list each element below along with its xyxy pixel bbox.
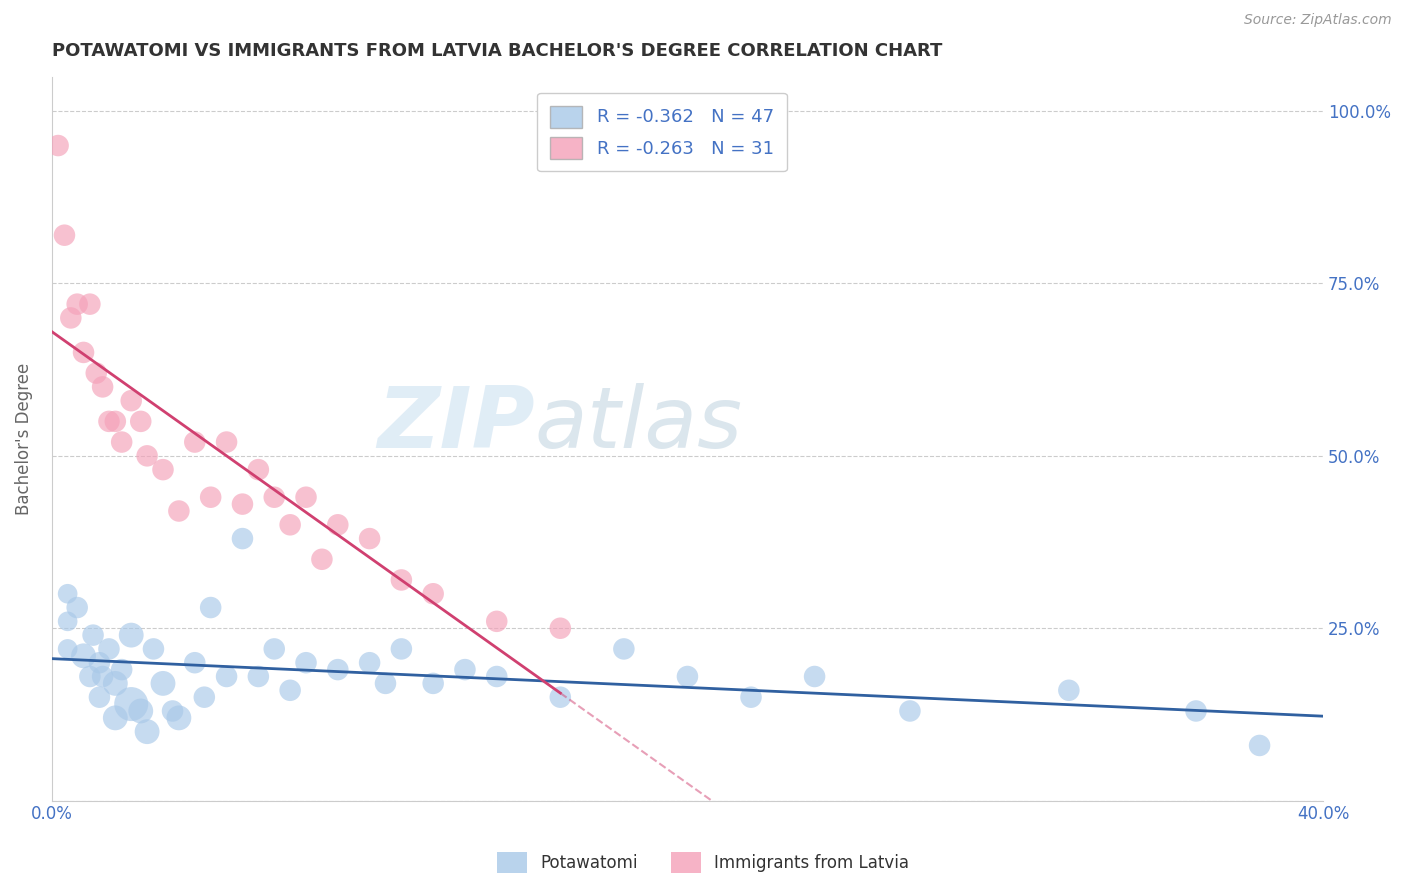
Point	[56, 641, 79, 656]
Text: atlas: atlas	[534, 383, 742, 466]
Point	[200, 600, 222, 615]
Point	[215, 669, 238, 683]
Point	[247, 462, 270, 476]
Point	[389, 573, 412, 587]
Legend: R = -0.362   N = 47, R = -0.263   N = 31: R = -0.362 N = 47, R = -0.263 N = 31	[537, 93, 787, 171]
Point	[167, 504, 190, 518]
Point	[142, 641, 165, 656]
Point	[359, 532, 381, 546]
Point	[311, 552, 333, 566]
Point	[104, 414, 127, 428]
Point	[120, 628, 142, 642]
Point	[84, 366, 107, 380]
Point	[613, 641, 636, 656]
Point	[1057, 683, 1080, 698]
Point	[295, 656, 318, 670]
Point	[485, 615, 508, 629]
Point	[72, 648, 94, 663]
Text: Source: ZipAtlas.com: Source: ZipAtlas.com	[1244, 13, 1392, 28]
Point	[215, 435, 238, 450]
Point	[152, 676, 174, 690]
Point	[136, 449, 159, 463]
Point	[162, 704, 184, 718]
Point	[104, 676, 127, 690]
Point	[59, 310, 82, 325]
Point	[278, 683, 301, 698]
Point	[136, 724, 159, 739]
Point	[66, 297, 89, 311]
Point	[72, 345, 94, 359]
Point	[200, 490, 222, 504]
Point	[120, 697, 142, 711]
Point	[326, 663, 349, 677]
Point	[46, 138, 69, 153]
Point	[263, 490, 285, 504]
Point	[56, 587, 79, 601]
Point	[898, 704, 921, 718]
Point	[263, 641, 285, 656]
Point	[53, 228, 76, 243]
Text: ZIP: ZIP	[377, 383, 534, 466]
Point	[422, 676, 444, 690]
Point	[129, 704, 152, 718]
Point	[56, 615, 79, 629]
Text: POTAWATOMI VS IMMIGRANTS FROM LATVIA BACHELOR'S DEGREE CORRELATION CHART: POTAWATOMI VS IMMIGRANTS FROM LATVIA BAC…	[52, 42, 942, 60]
Point	[89, 690, 111, 705]
Point	[184, 435, 207, 450]
Point	[359, 656, 381, 670]
Point	[231, 497, 253, 511]
Point	[184, 656, 207, 670]
Point	[1185, 704, 1208, 718]
Point	[295, 490, 318, 504]
Point	[91, 380, 114, 394]
Point	[82, 628, 104, 642]
Point	[120, 393, 142, 408]
Point	[167, 711, 190, 725]
Point	[104, 711, 127, 725]
Point	[91, 669, 114, 683]
Point	[422, 587, 444, 601]
Point	[231, 532, 253, 546]
Point	[454, 663, 477, 677]
Point	[676, 669, 699, 683]
Point	[326, 517, 349, 532]
Point	[79, 669, 101, 683]
Point	[111, 435, 134, 450]
Point	[97, 641, 120, 656]
Point	[89, 656, 111, 670]
Point	[66, 600, 89, 615]
Point	[389, 641, 412, 656]
Point	[374, 676, 396, 690]
Point	[740, 690, 762, 705]
Point	[111, 663, 134, 677]
Point	[278, 517, 301, 532]
Point	[485, 669, 508, 683]
Point	[152, 462, 174, 476]
Point	[129, 414, 152, 428]
Point	[550, 621, 572, 635]
Point	[1249, 739, 1271, 753]
Point	[550, 690, 572, 705]
Point	[247, 669, 270, 683]
Point	[79, 297, 101, 311]
Legend: Potawatomi, Immigrants from Latvia: Potawatomi, Immigrants from Latvia	[491, 846, 915, 880]
Point	[193, 690, 215, 705]
Point	[97, 414, 120, 428]
Point	[803, 669, 825, 683]
Y-axis label: Bachelor's Degree: Bachelor's Degree	[15, 362, 32, 515]
